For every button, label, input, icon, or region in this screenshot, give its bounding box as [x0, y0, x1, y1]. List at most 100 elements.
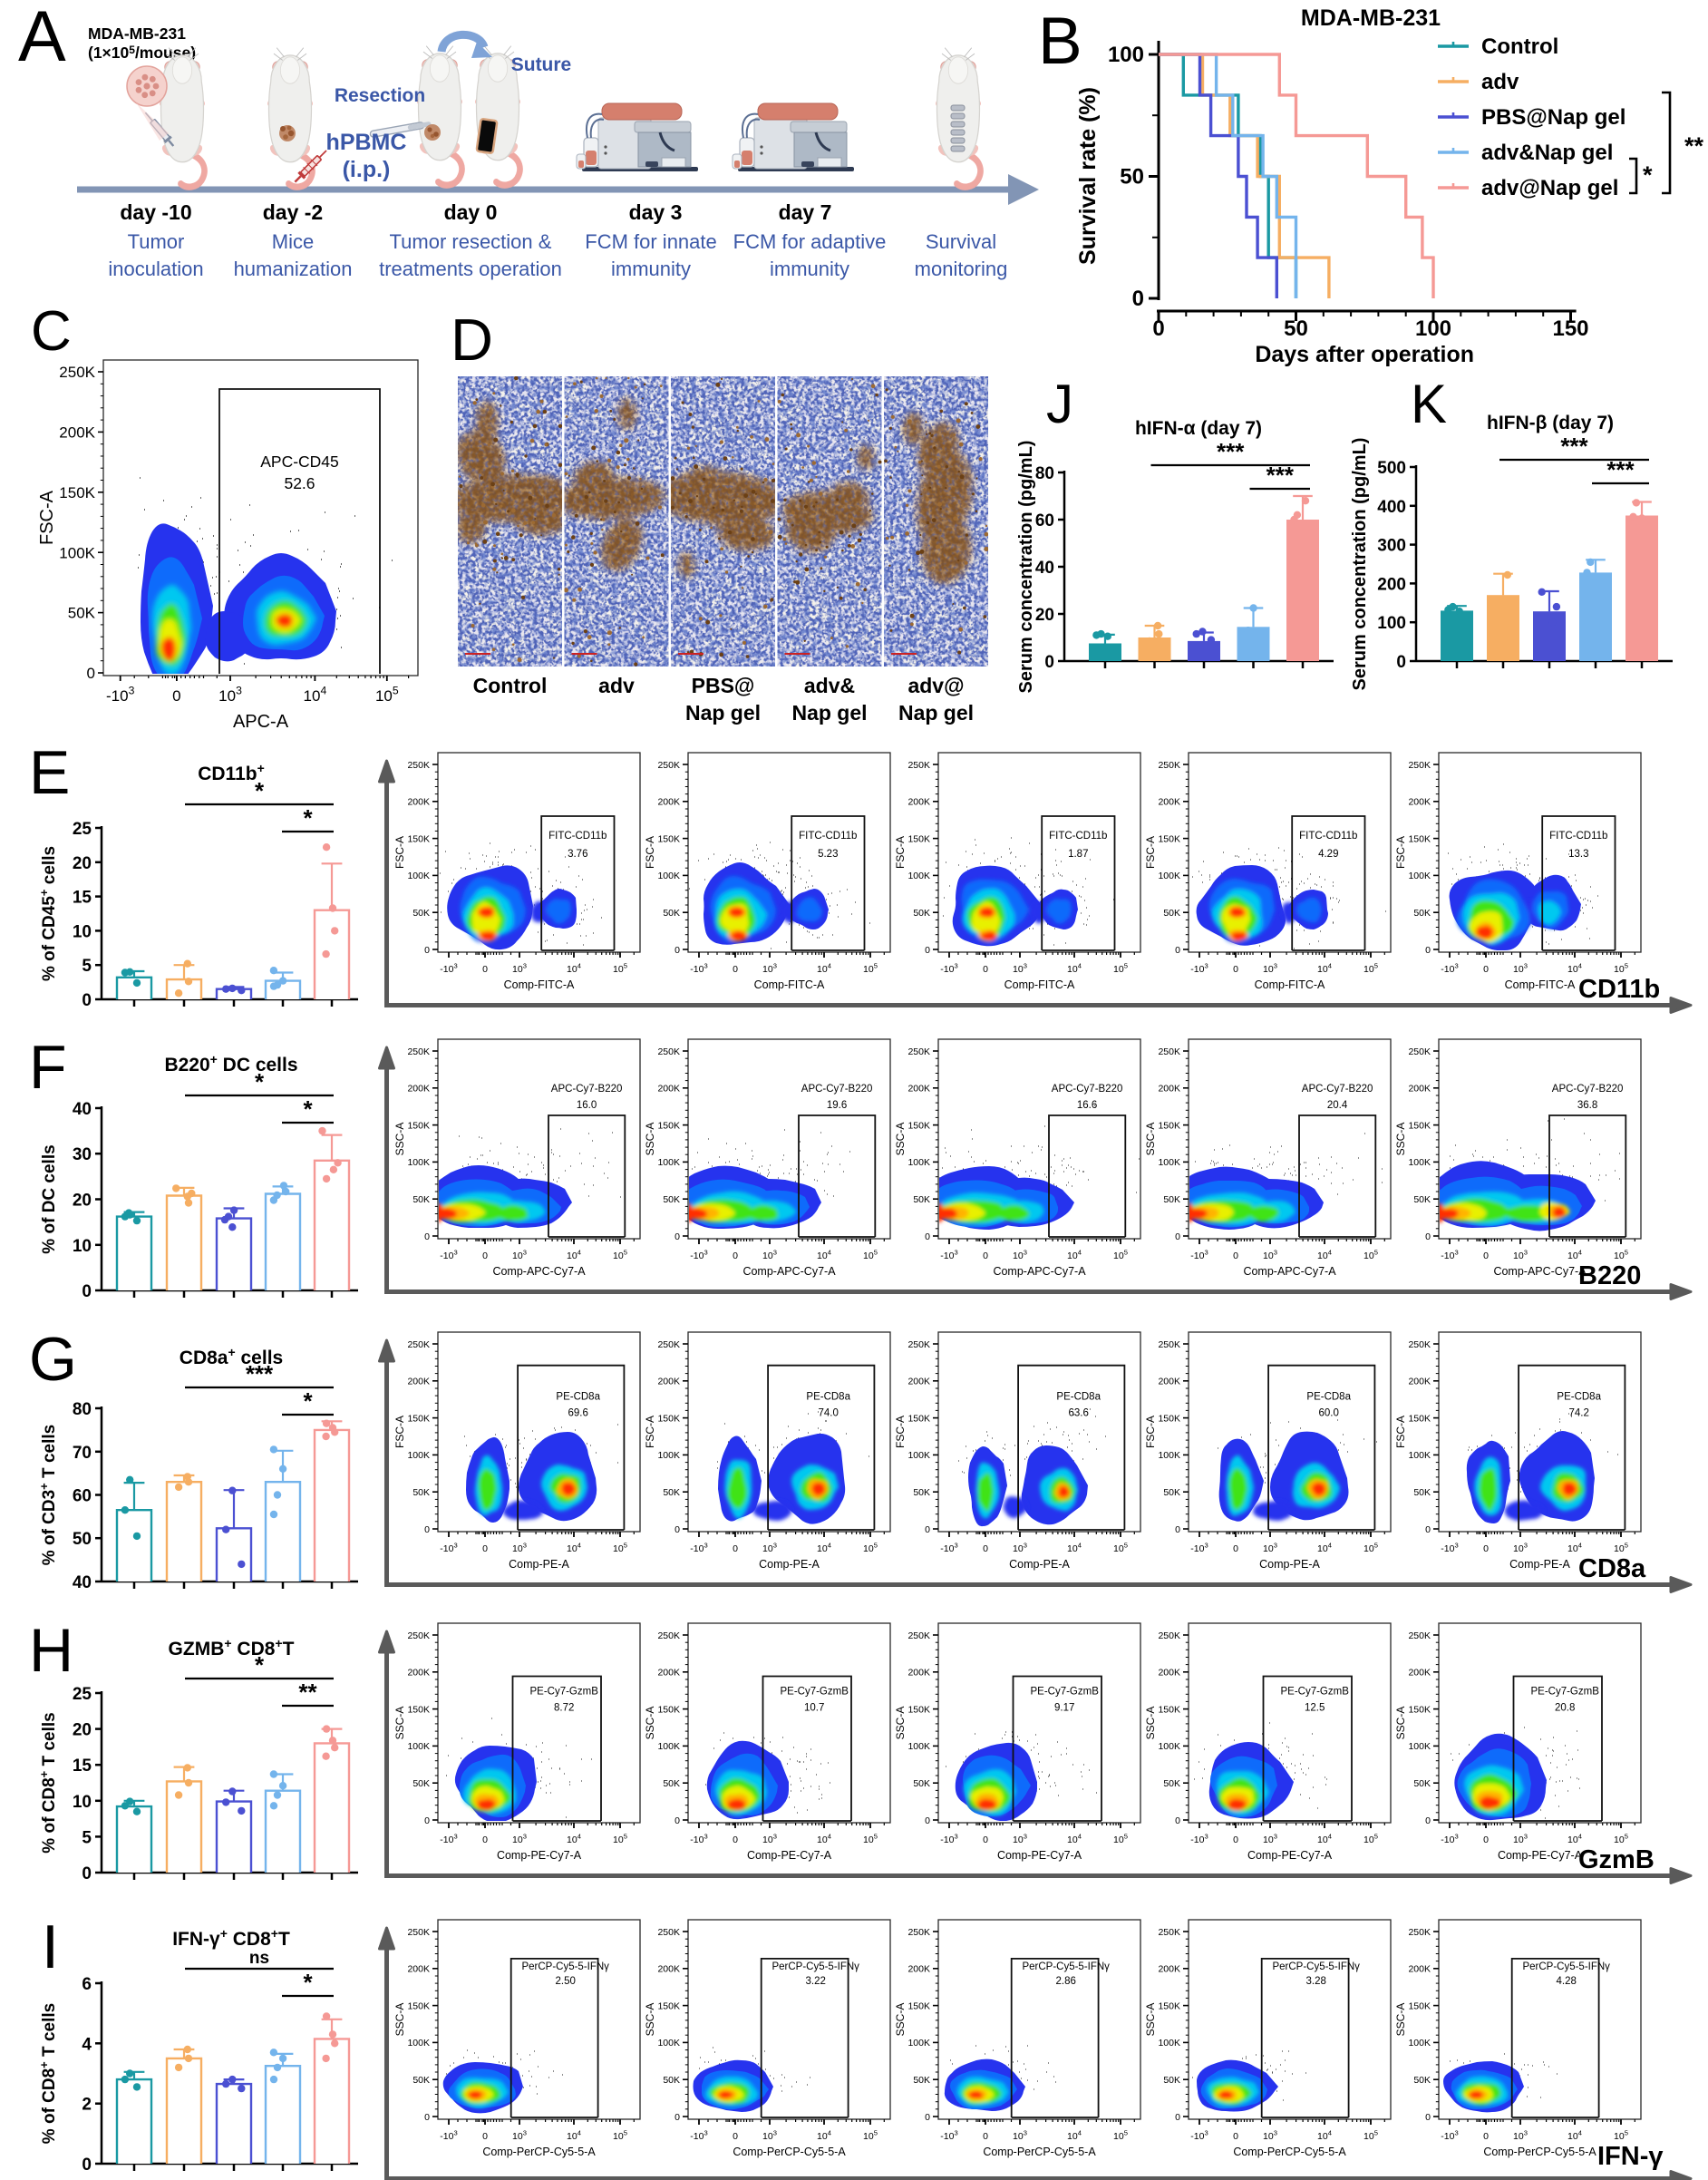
svg-text:150K: 150K [907, 1120, 930, 1131]
svg-text:MDA-MB-231: MDA-MB-231 [1301, 5, 1441, 31]
svg-text:Nap gel: Nap gel [685, 701, 761, 725]
svg-text:day -10: day -10 [120, 200, 191, 224]
svg-text:500: 500 [1377, 459, 1406, 478]
svg-text:0: 0 [482, 2131, 488, 2142]
svg-text:0: 0 [983, 2131, 988, 2142]
svg-text:16.6: 16.6 [1077, 1100, 1097, 1111]
svg-text:200K: 200K [59, 424, 95, 442]
svg-text:100K: 100K [907, 1157, 930, 1168]
svg-text:150K: 150K [657, 833, 680, 844]
svg-text:250K: 250K [907, 1339, 930, 1350]
svg-text:PE-CD8a: PE-CD8a [806, 1392, 850, 1403]
svg-text:Comp-APC-Cy7-A: Comp-APC-Cy7-A [1243, 1265, 1336, 1278]
svg-text:3.76: 3.76 [568, 849, 587, 860]
svg-text:FSC-A: FSC-A [1394, 836, 1407, 869]
svg-text:Comp-PerCP-Cy5-5-A: Comp-PerCP-Cy5-5-A [482, 2146, 596, 2158]
svg-text:Comp-FITC-A: Comp-FITC-A [1505, 978, 1576, 991]
svg-text:GzmB: GzmB [1578, 1845, 1655, 1874]
svg-text:IFN-γ+ CD8+T: IFN-γ+ CD8+T [172, 1926, 290, 1950]
svg-text:3.28: 3.28 [1306, 1976, 1326, 1987]
svg-text:hIFN-α (day 7): hIFN-α (day 7) [1135, 418, 1262, 439]
svg-text:100: 100 [1377, 614, 1406, 633]
svg-text:PE-Cy7-GzmB: PE-Cy7-GzmB [1030, 1687, 1099, 1698]
svg-text:100: 100 [1415, 316, 1451, 341]
svg-text:150K: 150K [907, 833, 930, 844]
svg-text:0: 0 [925, 1524, 930, 1535]
svg-text:150K: 150K [1158, 1413, 1180, 1424]
svg-text:0: 0 [733, 1835, 738, 1845]
svg-text:Comp-PE-A: Comp-PE-A [509, 1558, 569, 1571]
svg-text:0: 0 [172, 687, 180, 705]
svg-text:adv@: adv@ [907, 674, 964, 697]
svg-text:100K: 100K [657, 1450, 680, 1461]
svg-text:PBS@: PBS@ [692, 674, 755, 697]
svg-text:Comp-PE-Cy7-A: Comp-PE-Cy7-A [747, 1849, 832, 1862]
svg-text:-103: -103 [940, 1541, 957, 1554]
svg-text:150K: 150K [907, 1413, 930, 1424]
svg-text:Tumor: Tumor [128, 230, 185, 253]
svg-text:MDA-MB-231: MDA-MB-231 [88, 24, 186, 43]
svg-text:CD8a: CD8a [1578, 1554, 1646, 1583]
svg-text:200K: 200K [657, 797, 680, 808]
svg-text:FSC-A: FSC-A [1394, 1416, 1407, 1448]
svg-text:100K: 100K [407, 1741, 430, 1752]
svg-text:APC-Cy7-B220: APC-Cy7-B220 [1302, 1084, 1373, 1095]
svg-text:0: 0 [1175, 2112, 1180, 2123]
svg-text:50: 50 [1284, 316, 1308, 341]
svg-text:Suture: Suture [511, 54, 572, 75]
svg-text:50K: 50K [913, 1487, 930, 1498]
svg-text:Comp-PE-Cy7-A: Comp-PE-Cy7-A [1247, 1849, 1333, 1862]
svg-text:G: G [29, 1325, 77, 1394]
svg-text:-103: -103 [940, 1832, 957, 1845]
svg-text:FCM for adaptive: FCM for adaptive [733, 230, 887, 253]
svg-text:Comp-PE-Cy7-A: Comp-PE-Cy7-A [1498, 1849, 1583, 1862]
svg-text:100K: 100K [1408, 1157, 1431, 1168]
svg-text:74.2: 74.2 [1569, 1408, 1589, 1419]
svg-text:250K: 250K [907, 1927, 930, 1938]
svg-text:-103: -103 [440, 961, 457, 975]
svg-text:Comp-PE-A: Comp-PE-A [1509, 1558, 1570, 1571]
svg-text:100K: 100K [1408, 871, 1431, 881]
svg-text:200K: 200K [1408, 1964, 1431, 1975]
svg-text:80: 80 [1035, 464, 1054, 483]
svg-text:0: 0 [424, 1815, 430, 1826]
svg-text:PerCP-Cy5-5-IFNγ: PerCP-Cy5-5-IFNγ [772, 1961, 859, 1972]
svg-text:250K: 250K [657, 760, 680, 771]
svg-text:50K: 50K [1163, 2075, 1180, 2086]
svg-text:FSC-A: FSC-A [37, 490, 57, 545]
svg-text:SSC-A: SSC-A [644, 1707, 656, 1740]
svg-text:2.86: 2.86 [1056, 1976, 1076, 1987]
svg-text:70: 70 [73, 1444, 92, 1463]
svg-text:*: * [303, 804, 313, 832]
svg-text:J: J [1046, 374, 1073, 434]
svg-text:150K: 150K [1158, 833, 1180, 844]
svg-text:250K: 250K [657, 1046, 680, 1057]
svg-text:PE-Cy7-GzmB: PE-Cy7-GzmB [1530, 1687, 1599, 1698]
svg-text:Nap gel: Nap gel [898, 701, 974, 725]
svg-text:50K: 50K [663, 1778, 680, 1789]
svg-text:I: I [42, 1912, 59, 1981]
svg-text:250K: 250K [657, 1630, 680, 1641]
svg-text:0: 0 [1483, 1543, 1489, 1554]
svg-text:100K: 100K [907, 2038, 930, 2049]
svg-text:0: 0 [1175, 1815, 1180, 1826]
svg-text:50K: 50K [1413, 1487, 1431, 1498]
svg-text:0: 0 [983, 1251, 988, 1261]
svg-text:SSC-A: SSC-A [1144, 1123, 1157, 1156]
svg-text:treatments operation: treatments operation [379, 258, 562, 280]
svg-text:50K: 50K [1413, 2075, 1431, 2086]
svg-text:150K: 150K [407, 2000, 430, 2011]
svg-text:5.23: 5.23 [818, 849, 838, 860]
svg-text:SSC-A: SSC-A [1144, 2003, 1157, 2037]
svg-text:200K: 200K [657, 1964, 680, 1975]
svg-text:4.28: 4.28 [1557, 1976, 1577, 1987]
svg-text:Resection: Resection [335, 85, 425, 106]
svg-text:Comp-PE-Cy7-A: Comp-PE-Cy7-A [497, 1849, 582, 1862]
svg-text:50K: 50K [663, 1194, 680, 1205]
svg-text:Comp-FITC-A: Comp-FITC-A [1255, 978, 1325, 991]
svg-text:-103: -103 [1441, 1832, 1458, 1845]
svg-text:0: 0 [1483, 2131, 1489, 2142]
svg-text:% of CD8+ T cells: % of CD8+ T cells [37, 2003, 59, 2144]
svg-text:PerCP-Cy5-5-IFNγ: PerCP-Cy5-5-IFNγ [1022, 1961, 1110, 1972]
svg-text:0: 0 [1175, 1231, 1180, 1242]
